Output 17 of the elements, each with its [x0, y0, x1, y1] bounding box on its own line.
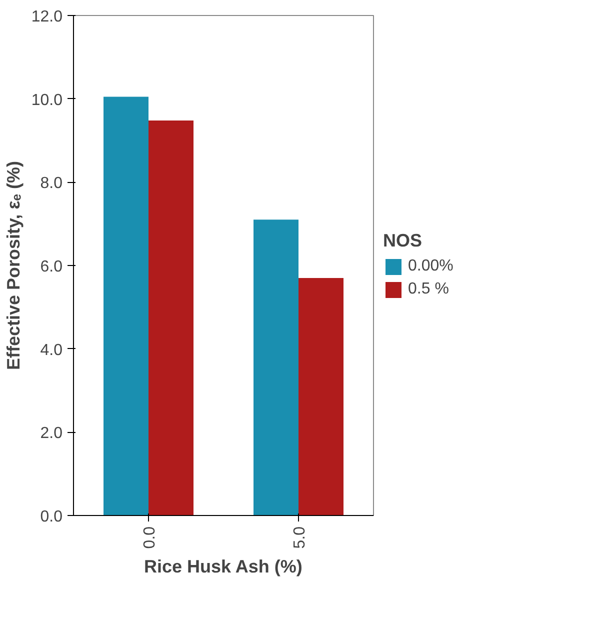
legend-label: 0.00%	[408, 258, 454, 276]
y-tick-label: 10.0	[31, 92, 63, 109]
y-tick-label: 0.0	[40, 508, 63, 526]
y-tick-label: 6.0	[40, 258, 63, 276]
y-axis-title: Effective Porosity, εₑ (%)	[3, 160, 24, 370]
y-tick-label: 12.0	[31, 8, 63, 26]
y-tick-label: 8.0	[40, 175, 63, 192]
y-tick-label: 2.0	[40, 425, 63, 442]
x-axis-title: Rice Husk Ash (%)	[144, 556, 302, 577]
legend-title: NOS	[383, 230, 424, 252]
bar	[298, 278, 344, 516]
bar	[148, 120, 194, 516]
y-tick-label: 4.0	[40, 342, 63, 359]
bar	[104, 96, 148, 516]
x-tick-label: 5.0	[292, 526, 308, 549]
legend-label: 0.5 %	[408, 280, 449, 298]
bar	[254, 220, 298, 516]
